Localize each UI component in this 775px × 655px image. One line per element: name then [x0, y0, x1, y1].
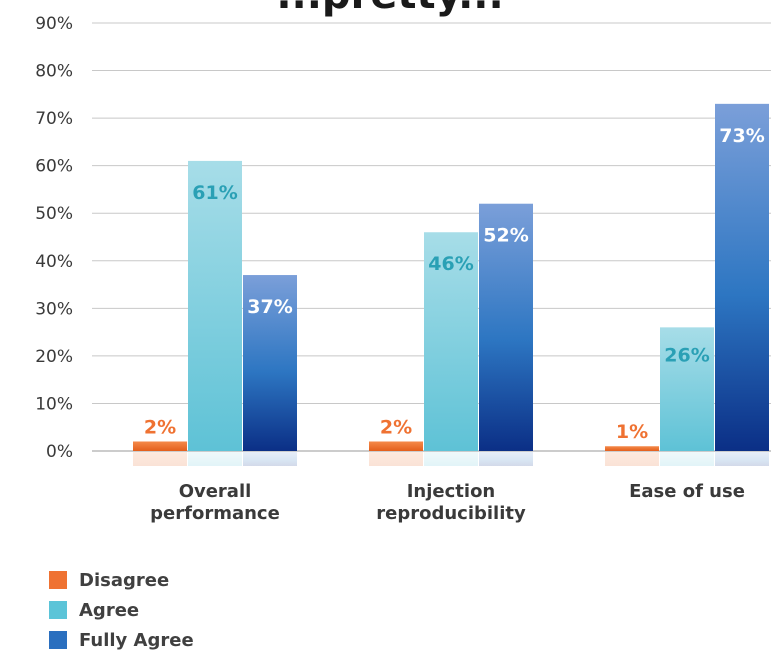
y-tick-label: 50% [35, 204, 73, 224]
legend-swatch-disagree [49, 571, 67, 589]
legend-label: Disagree [79, 569, 170, 591]
data-label: 73% [719, 125, 764, 147]
data-label: 2% [144, 416, 176, 438]
legend-label: Agree [79, 599, 140, 621]
bar-reflection [133, 452, 187, 466]
bar-reflection [424, 452, 478, 466]
bar-agree [660, 327, 714, 451]
y-tick-label: 0% [46, 442, 73, 462]
bar-disagree [369, 441, 423, 451]
legend-item-fully-agree: Fully Agree [49, 625, 194, 655]
bar-reflection [479, 452, 533, 466]
y-tick-label: 10% [35, 394, 73, 414]
bar-reflection [369, 452, 423, 466]
bar-fully-agree [243, 275, 297, 451]
data-label: 37% [247, 296, 292, 318]
y-tick-label: 60% [35, 157, 73, 177]
x-tick-label: Ease of use [629, 481, 745, 502]
data-label: 1% [616, 421, 648, 443]
legend-swatch-fully-agree [49, 631, 67, 649]
bar-agree [188, 160, 242, 451]
bar-reflection [188, 452, 242, 466]
x-tick-label: Injection reproducibility [376, 481, 526, 524]
legend-item-disagree: Disagree [49, 565, 194, 595]
y-tick-label: 20% [35, 347, 73, 367]
bar-fully-agree [715, 103, 769, 451]
legend-swatch-agree [49, 601, 67, 619]
bar-disagree [605, 446, 659, 451]
bar-reflection [715, 452, 769, 466]
y-tick-label: 30% [35, 299, 73, 319]
legend: Disagree Agree Fully Agree [49, 565, 194, 655]
data-label: 26% [664, 344, 709, 366]
legend-item-agree: Agree [49, 595, 194, 625]
y-tick-label: 40% [35, 252, 73, 272]
legend-label: Fully Agree [79, 629, 194, 651]
bar-reflection [605, 452, 659, 466]
bar-reflection [243, 452, 297, 466]
chart-title: ...pretty... [190, 0, 590, 18]
y-tick-label: 70% [35, 109, 73, 129]
bar-agree [424, 232, 478, 451]
bar-fully-agree [479, 203, 533, 451]
bar-reflection [660, 452, 714, 466]
bar-disagree [133, 441, 187, 451]
data-label: 52% [483, 225, 528, 247]
y-tick-label: 90% [35, 14, 73, 34]
y-tick-label: 80% [35, 62, 73, 82]
x-tick-label: Overall performance [150, 481, 280, 524]
data-label: 46% [428, 253, 473, 275]
data-label: 61% [192, 182, 237, 204]
data-label: 2% [380, 416, 412, 438]
